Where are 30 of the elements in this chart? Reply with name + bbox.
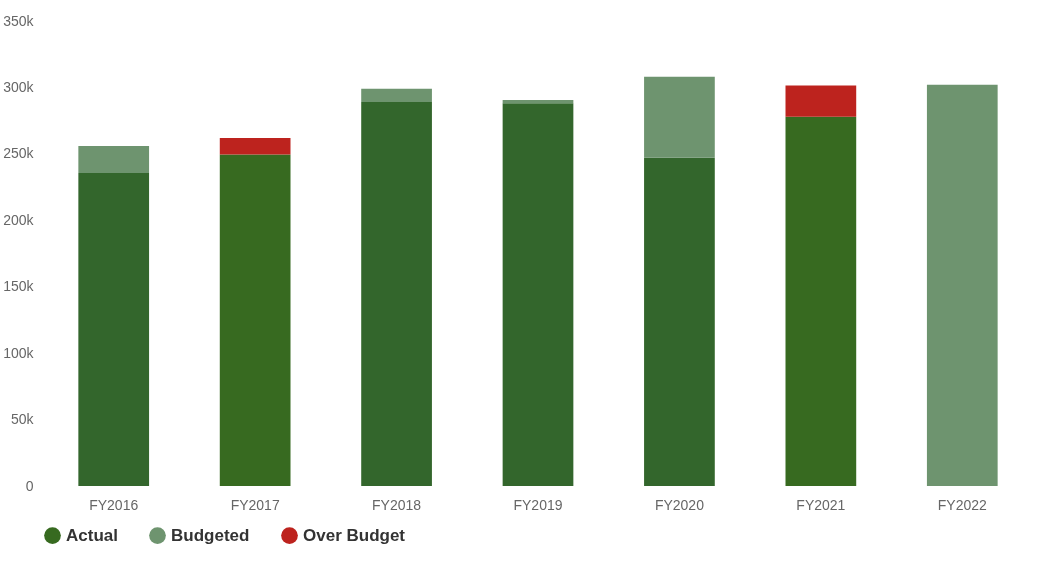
y-tick-label: 350k — [3, 12, 35, 29]
y-tick-label: 250k — [3, 145, 35, 162]
bar — [644, 157, 715, 486]
bar — [644, 76, 715, 158]
bar — [361, 102, 432, 486]
legend-label: Budgeted — [171, 525, 250, 545]
y-tick-label: 50k — [10, 411, 35, 428]
bar — [219, 154, 291, 486]
bar — [926, 84, 998, 486]
y-tick-label: 150k — [3, 278, 35, 295]
y-tick-label: 300k — [3, 78, 35, 95]
x-tick-label: FY2021 — [796, 496, 846, 513]
bar — [78, 145, 150, 174]
y-tick-label: 100k — [3, 344, 35, 361]
x-tick-label: FY2020 — [654, 496, 705, 513]
bar — [219, 137, 291, 155]
x-tick-label: FY2017 — [230, 496, 280, 513]
x-tick-label: FY2016 — [89, 496, 139, 513]
x-tick-label: FY2022 — [937, 496, 988, 513]
bar — [502, 103, 574, 486]
bar — [785, 116, 857, 486]
y-tick-label: 200k — [3, 211, 35, 228]
x-tick-label: FY2019 — [513, 496, 563, 513]
y-tick-label: 0 — [25, 477, 34, 494]
bar — [361, 88, 432, 103]
x-tick-label: FY2018 — [372, 496, 422, 513]
legend-label: Actual — [66, 525, 118, 545]
bar — [78, 173, 150, 486]
bar — [785, 85, 857, 117]
legend-label: Over Budget — [303, 525, 406, 545]
